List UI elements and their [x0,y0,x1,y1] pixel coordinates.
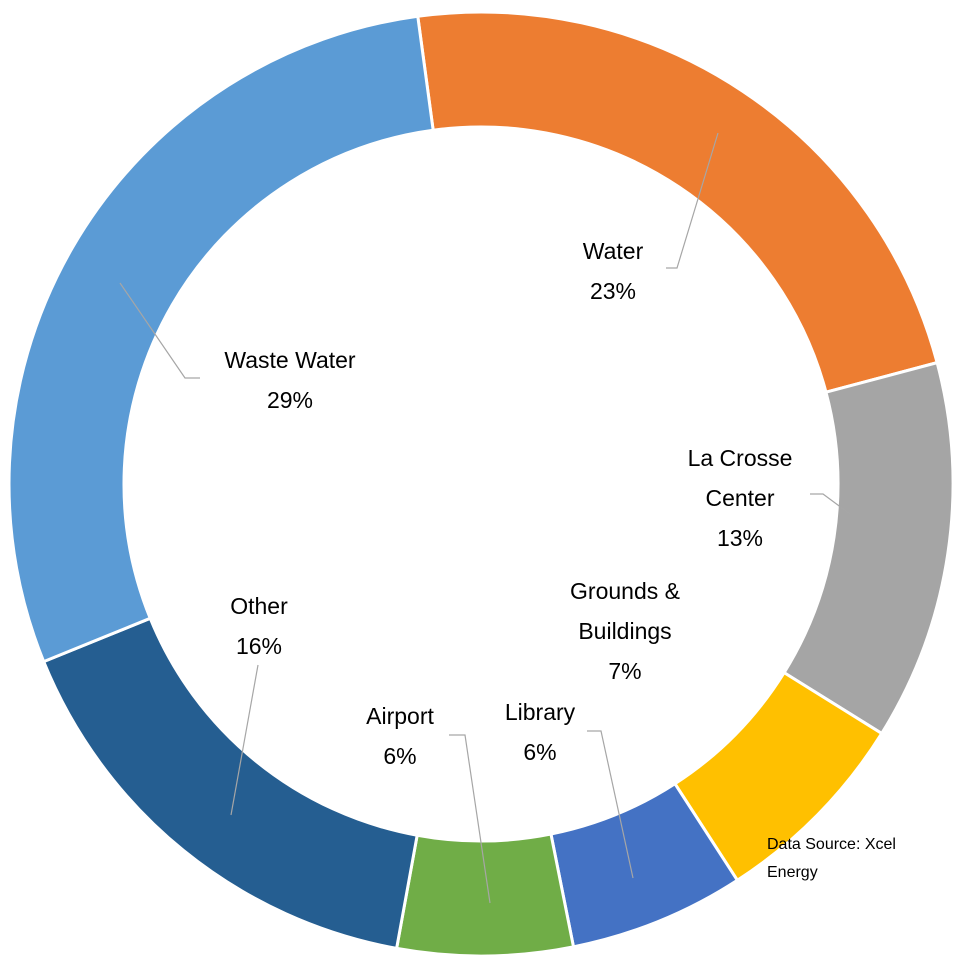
donut-slice [782,360,953,736]
slice-value-label: 7% [608,658,641,684]
slice-value-label: 23% [590,278,636,304]
data-source: Data Source: Xcel Energy [767,836,896,881]
slice-label: Library [505,699,576,725]
slice-label: Other [230,593,288,619]
leader-lines [119,132,851,904]
leader-line [666,132,719,269]
slice-label: La Crosse Center [688,445,793,511]
slice-label: Airport [366,703,434,729]
leader-line [230,664,259,816]
leader-line [119,282,200,379]
slice-value-label: 6% [383,743,416,769]
donut-slice [394,832,576,956]
slice-label: Grounds & Buildings [570,578,680,644]
leader-line [587,730,634,879]
donut-slice [7,14,435,664]
donut-slice [41,616,419,951]
slice-value-label: 16% [236,633,282,659]
leader-line [810,493,851,515]
slice-value-label: 29% [267,387,313,413]
donut [7,10,953,956]
leader-line [449,734,491,904]
donut-slice [416,10,939,395]
slice-label: Waste Water [224,347,356,373]
slice-value-label: 6% [523,739,556,765]
slice-value-label: 13% [717,525,763,551]
slice-label: Water [583,238,644,264]
